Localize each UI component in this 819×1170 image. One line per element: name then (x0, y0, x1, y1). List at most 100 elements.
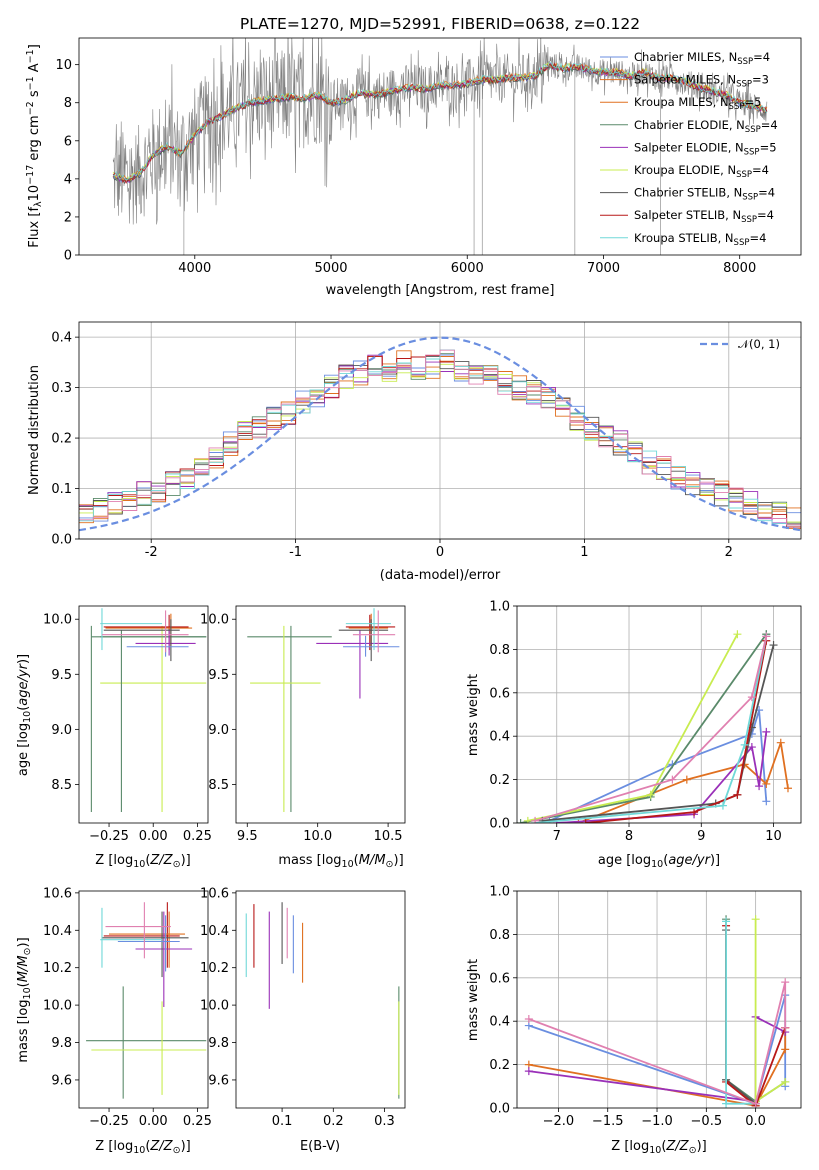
x-axis-label: Z [log10(Z/Z⊙)] (95, 853, 190, 870)
label-part: )] (697, 1139, 707, 1154)
x-axis-label: Z [log10(Z/Z⊙)] (611, 1139, 706, 1156)
legend-label-main: Kroupa STELIB, N (634, 231, 734, 245)
label-part: −2 (25, 101, 36, 115)
y-tick-label: 10.2 (43, 961, 72, 976)
label-part: −1 (25, 49, 36, 63)
y-tick-label: 0.8 (489, 928, 510, 943)
histogram-step-line-9 (79, 349, 801, 526)
mass-weight-line-8 (534, 636, 768, 822)
x-tick-label: −1.0 (641, 1114, 673, 1129)
x-tick-label: 0 (436, 545, 444, 560)
x-tick-label: 0.2 (323, 1114, 344, 1129)
y-tick-label: 9.6 (208, 1073, 229, 1088)
y-tick-label: 9.8 (208, 1036, 229, 1051)
y-tick-label: 0.0 (489, 817, 510, 832)
legend-label-nssp: =4 (752, 163, 769, 177)
mass-weight-line-5 (725, 930, 757, 1105)
y-tick-label: 0.2 (51, 432, 72, 447)
legend-label: Kroupa MILES, NSSP=5 (634, 95, 761, 112)
x-tick-label: 2 (725, 545, 733, 560)
label-part: ] (27, 44, 42, 49)
x-tick-label: 0.25 (183, 829, 212, 844)
y-tick-label: 0.2 (489, 773, 510, 788)
x-tick-label: −2.0 (543, 1114, 575, 1129)
legend-label-nssp: =5 (760, 140, 777, 154)
y-tick-label: 10.6 (200, 886, 229, 901)
axes-frame (78, 321, 802, 540)
x-tick-label: 9 (697, 829, 705, 844)
axes-frame (516, 605, 802, 824)
mass-weight-marker (762, 727, 771, 736)
x-tick-label: 6000 (451, 261, 484, 276)
axes-frame (235, 605, 406, 824)
label-part: Z [log (95, 853, 133, 868)
mass-vs-ebv-panel: 0.1 0.2 0.3 9.6 9.8 10.0 10.2 10.4 10.6 E(B-V) (200, 886, 406, 1154)
y-axis-label: mass weight (466, 959, 481, 1041)
legend-label-nssp: =5 (744, 95, 761, 109)
label-part: λ (33, 201, 44, 207)
label-part: age/yr (668, 853, 711, 868)
mass-weight-marker (762, 779, 771, 788)
spectrum-panel: 4000 5000 6000 7000 8000 0 2 4 6 8 10 Chabrier MILE… (25, 37, 802, 298)
label-part: 10 (133, 1145, 145, 1156)
label-part: 10 (649, 1145, 661, 1156)
x-axis-label: (data-model)/error (380, 568, 501, 583)
label-part: mass [log (16, 999, 31, 1062)
label-part: )] (394, 853, 404, 868)
mass-weight-marker (517, 819, 525, 823)
y-axis-label: Normed distribution (27, 365, 42, 495)
legend-label-sub: SSP (744, 147, 760, 157)
age-vs-mass-panel: 9.5 10.0 10.5 8.5 9.0 9.5 10.0 mass [log10(M/M⊙… (200, 605, 406, 870)
mass-weight-marker (733, 630, 742, 639)
legend-label-sub: SSP (734, 238, 750, 248)
mass-weight-marker (722, 1099, 731, 1108)
x-tick-label: -1 (289, 545, 302, 560)
label-part: s (27, 90, 42, 101)
x-tick-label: −1.5 (592, 1114, 624, 1129)
y-tick-label: 0.0 (51, 533, 72, 548)
y-tick-label: 0.4 (51, 331, 72, 346)
y-tick-label: 10.4 (200, 924, 229, 939)
x-tick-label: 1 (580, 545, 588, 560)
x-axis-label: Z [log10(Z/Z⊙)] (95, 1139, 190, 1156)
label-part: −1 (25, 76, 36, 90)
x-axis-label: E(B-V) (300, 1139, 340, 1154)
legend-label-nssp: =4 (749, 231, 766, 245)
mass-weight-marker (646, 790, 655, 799)
legend-label-nssp: =4 (761, 118, 778, 132)
y-tick-label: 10.4 (43, 924, 72, 939)
legend-label-main: Salpeter ELODIE, N (634, 140, 744, 154)
y-tick-label: 0.4 (489, 1015, 510, 1030)
plot-area (524, 915, 790, 1108)
y-tick-label: 0.0 (489, 1102, 510, 1117)
mass-weight-marker (574, 819, 583, 823)
label-part: )] (181, 853, 191, 868)
legend-label-main: Chabrier ELODIE, N (634, 118, 745, 132)
x-tick-label: 8 (625, 829, 633, 844)
y-tick-label: 0 (64, 249, 72, 264)
label-part: ⊙ (173, 859, 181, 870)
x-tick-label: 0.00 (139, 829, 168, 844)
x-tick-label: 9.5 (237, 829, 258, 844)
y-axis-label: age [log10(age/yr)] (16, 654, 33, 776)
x-tick-label: 0.00 (139, 1114, 168, 1129)
label-part: Z/Z (149, 853, 173, 868)
y-tick-label: 10 (55, 58, 72, 73)
y-tick-label: 9.0 (51, 723, 72, 738)
x-tick-label: -2 (145, 545, 158, 560)
label-part: Flux [f (27, 207, 42, 248)
mass-weight-marker (783, 784, 792, 793)
plot-area (245, 902, 400, 1099)
mass-weight-line-1 (578, 742, 789, 823)
y-tick-label: 9.6 (51, 1073, 72, 1088)
mass-weight-line-6 (585, 640, 768, 823)
y-tick-label: 10.0 (43, 613, 72, 628)
x-tick-label: −0.25 (89, 829, 129, 844)
label-part: mass [log (278, 853, 341, 868)
y-tick-label: 10.0 (43, 999, 72, 1014)
y-tick-label: 0.1 (51, 482, 72, 497)
y-tick-label: 10.6 (43, 886, 72, 901)
x-tick-label: 8000 (723, 261, 756, 276)
